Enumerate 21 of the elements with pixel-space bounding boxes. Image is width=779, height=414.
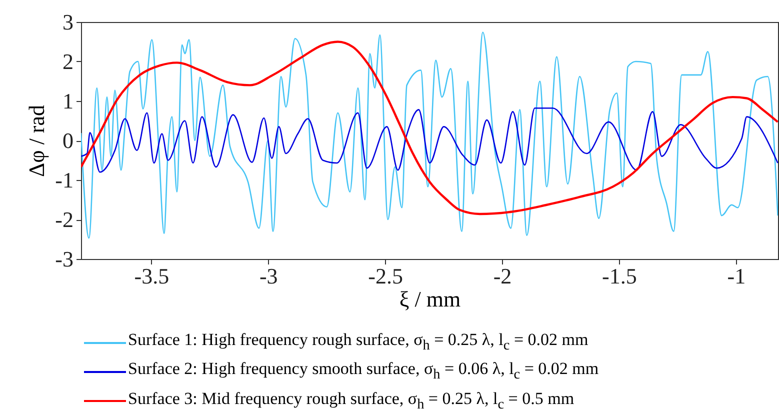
y-tick-label: -1 <box>55 168 74 192</box>
line-series <box>81 107 778 173</box>
x-tick-label: -1.5 <box>602 264 637 288</box>
x-tick-label: -1 <box>727 264 746 288</box>
y-tick-label: 1 <box>62 88 74 114</box>
y-tick-label: 0 <box>62 128 74 153</box>
x-tick-label: -2 <box>493 264 512 288</box>
line-series <box>81 32 778 239</box>
y-tick-label: 3 <box>62 10 74 34</box>
y-tick-label: -2 <box>55 207 74 232</box>
x-tick-label: -2.5 <box>368 264 403 288</box>
y-tick-label: -3 <box>55 246 74 272</box>
legend-label: Surface 2: High frequency smooth surface, σ$_{h}$ = 0.06 λ, l$_{c}$ = 0.02 mm <box>128 358 599 385</box>
x-axis-title: ξ / mm <box>399 286 461 312</box>
x-tick-label: -3.5 <box>134 264 170 288</box>
y-tick-label: 2 <box>62 49 74 74</box>
line-series <box>81 40 778 216</box>
legend-label: Surface 1: High frequency rough surface, σ$_{h}$ = 0.25 λ, l$_{c}$ = 0.02 mm <box>128 329 588 356</box>
y-axis-title: Δφ / rad <box>24 104 50 178</box>
x-tick-label: -3 <box>259 264 278 288</box>
legend-label: Surface 3: Mid frequency rough surface, σ$_{h}$ = 0.25 λ, l$_{c}$ = 0.5 mm <box>128 388 574 414</box>
